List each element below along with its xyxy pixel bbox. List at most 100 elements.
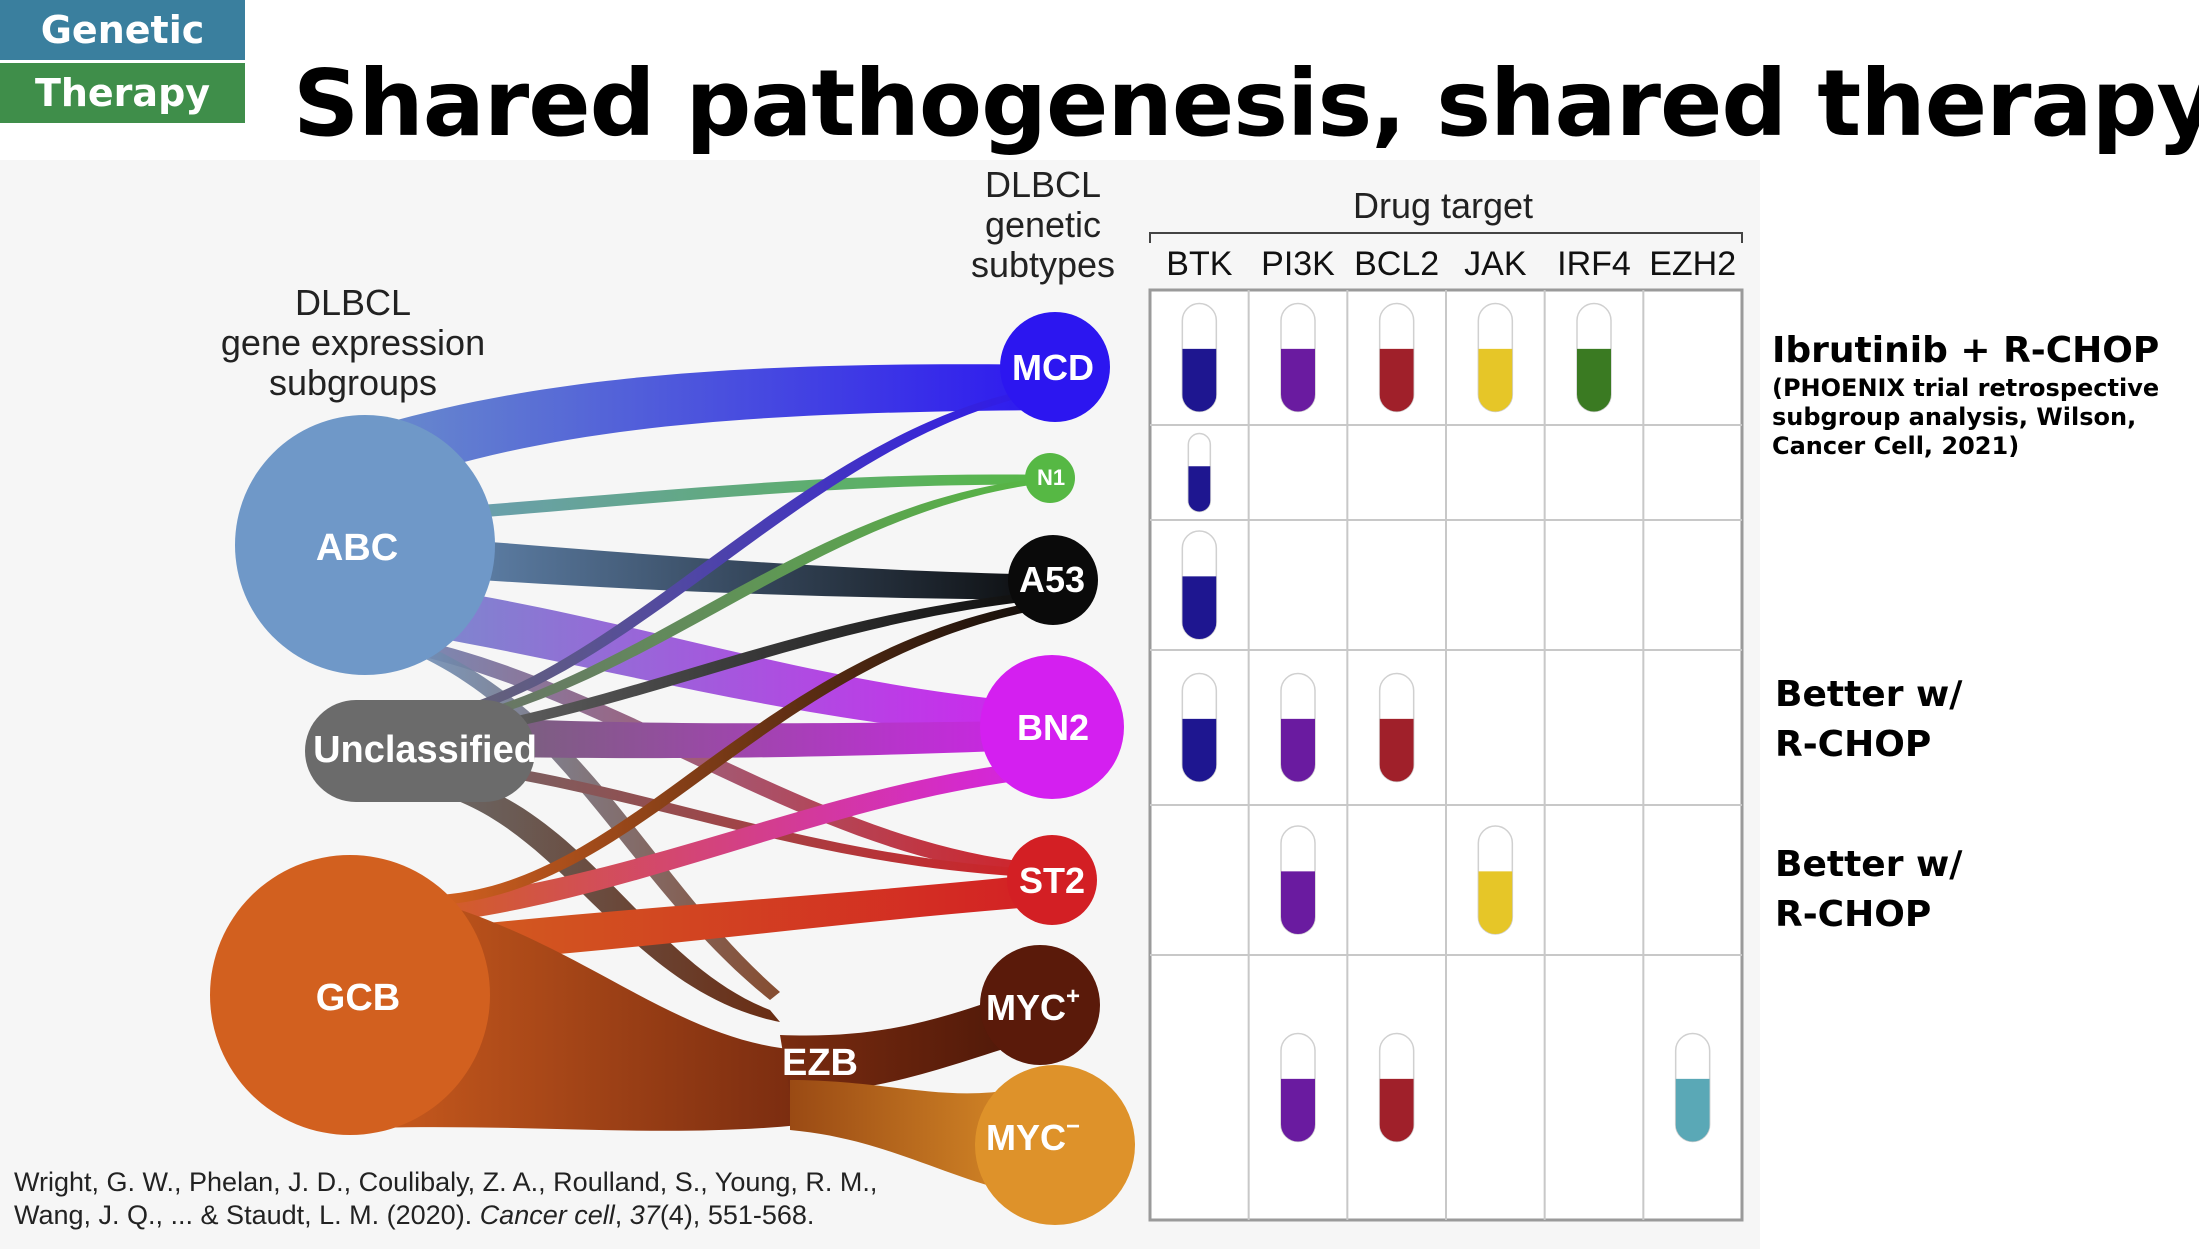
node-gcb — [210, 855, 490, 1135]
citation-authors: Wang, J. Q., ... & Staudt, L. M. (2020). — [14, 1200, 480, 1230]
drug-target-header-jak: JAK — [1464, 245, 1527, 283]
capsule-fill — [1182, 348, 1217, 412]
left-heading-line3: subgroups — [269, 362, 437, 403]
st2-note-line2: R-CHOP — [1775, 894, 1932, 935]
citation-volume: 37 — [629, 1200, 660, 1230]
mcd-detail-line3: Cancer Cell, 2021) — [1772, 432, 2020, 460]
left-heading-line1: DLBCL — [295, 282, 411, 323]
capsule-fill — [1675, 1078, 1710, 1142]
drug-target-header-ezh2: EZH2 — [1649, 245, 1736, 283]
middle-heading-line3: subtypes — [971, 244, 1115, 285]
capsule-fill — [1281, 871, 1315, 934]
capsule-st2-jak — [1477, 825, 1514, 935]
middle-heading: DLBCL genetic subtypes — [971, 164, 1115, 285]
node-unclassified — [305, 700, 535, 802]
label-unclassified: Unclassified — [313, 729, 537, 771]
capsule-highlight — [1385, 314, 1392, 345]
citation-journal: Cancer cell — [479, 1200, 615, 1230]
capsule-fill — [1188, 466, 1211, 512]
label-myc-minus-sup: − — [1066, 1113, 1080, 1140]
mcd-therapy-detail: (PHOENIX trial retrospective subgroup an… — [1772, 374, 2192, 461]
capsule-mcd-jak — [1477, 302, 1514, 413]
capsule-highlight — [1484, 836, 1490, 868]
drug-target-bracket — [1149, 232, 1743, 243]
mcd-therapy-title: Ibrutinib + R-CHOP — [1772, 330, 2160, 371]
capsule-highlight — [1681, 1044, 1688, 1075]
section-tag-genetic: Genetic — [0, 0, 245, 60]
mcd-detail-line1: (PHOENIX trial retrospective — [1772, 374, 2160, 402]
capsule-n1-btk — [1187, 432, 1212, 513]
capsule-highlight — [1192, 441, 1196, 464]
drug-target-headers: BTK PI3K BCL2 JAK IRF4 EZH2 — [1166, 245, 1736, 283]
capsule-highlight — [1188, 541, 1194, 573]
capsule-layer — [1181, 302, 1711, 1143]
label-ezb: EZB — [782, 1042, 858, 1084]
capsule-fill — [1281, 1078, 1315, 1142]
capsule-mcd-pi3k — [1280, 302, 1316, 413]
label-n1: N1 — [1037, 465, 1065, 490]
capsule-highlight — [1385, 684, 1392, 715]
label-abc: ABC — [316, 527, 398, 569]
ribbon-abc-bn2 — [330, 575, 1070, 740]
citation: Wright, G. W., Phelan, J. D., Coulibaly,… — [14, 1166, 914, 1232]
dlbcl-figure: ABC Unclassified GCB EZB MCD N1 A53 BN2 … — [0, 160, 1760, 1249]
node-a53 — [1008, 535, 1098, 625]
left-heading-line2: gene expression — [221, 322, 485, 363]
node-n1 — [1025, 453, 1075, 503]
label-st2: ST2 — [1019, 860, 1085, 901]
node-myc-minus — [975, 1065, 1135, 1225]
bn2-note-line1: Better w/ — [1775, 674, 1963, 715]
capsule-mcd-btk — [1181, 302, 1218, 413]
citation-sep: , — [614, 1200, 630, 1230]
capsule-highlight — [1385, 1044, 1392, 1075]
node-st2 — [1007, 835, 1097, 925]
capsule-fill — [1478, 871, 1513, 934]
citation-line2: Wang, J. Q., ... & Staudt, L. M. (2020).… — [14, 1199, 914, 1232]
label-a53: A53 — [1019, 559, 1085, 600]
node-myc-plus — [980, 945, 1100, 1065]
capsule-mcd-bcl2 — [1378, 302, 1415, 413]
capsule-ezb-pi3k — [1280, 1032, 1316, 1143]
slide-title: Shared pathogenesis, shared therapy — [293, 50, 2199, 157]
citation-tail: (4), 551-568. — [659, 1200, 815, 1230]
label-myc-minus-text: MYC — [986, 1117, 1066, 1158]
ribbon-unclassified-ezb — [420, 770, 780, 1022]
capsule-fill — [1478, 348, 1513, 412]
section-tag-therapy: Therapy — [0, 63, 245, 123]
capsule-fill — [1182, 718, 1217, 782]
ribbon-abc-n1 — [330, 474, 1050, 528]
left-heading: DLBCL gene expression subgroups — [221, 282, 485, 403]
ribbon-abc-mcd — [300, 364, 1060, 520]
bn2-note-line2: R-CHOP — [1775, 724, 1932, 765]
capsule-highlight — [1287, 836, 1293, 868]
mcd-detail-line2: subgroup analysis, Wilson, — [1772, 403, 2137, 431]
ribbon-unclassified-a53 — [410, 590, 1060, 744]
capsule-ezb-bcl2 — [1378, 1032, 1415, 1143]
label-myc-minus: MYC− — [986, 1113, 1080, 1158]
st2-note: Better w/ R-CHOP — [1775, 840, 2075, 940]
capsule-mcd-irf4 — [1576, 302, 1612, 413]
label-mcd: MCD — [1012, 347, 1094, 388]
label-gcb: GCB — [316, 977, 400, 1019]
capsule-bn2-btk — [1181, 672, 1218, 783]
capsule-highlight — [1188, 684, 1194, 715]
capsule-highlight — [1188, 314, 1194, 345]
drug-target-heading: Drug target — [1353, 185, 1533, 226]
capsule-highlight — [1287, 314, 1293, 345]
ribbon-gcb-bn2 — [420, 758, 1075, 925]
bn2-note: Better w/ R-CHOP — [1775, 670, 2075, 770]
label-myc-plus: MYC+ — [986, 983, 1080, 1028]
label-myc-plus-text: MYC — [986, 987, 1066, 1028]
capsule-fill — [1379, 348, 1414, 412]
node-abc — [235, 415, 495, 675]
node-mcd — [1000, 312, 1110, 422]
capsule-highlight — [1287, 1044, 1293, 1075]
capsule-bn2-bcl2 — [1378, 672, 1415, 783]
figure-canvas: ABC Unclassified GCB EZB MCD N1 A53 BN2 … — [0, 160, 1760, 1249]
capsule-a53-btk — [1181, 530, 1218, 640]
capsule-fill — [1281, 348, 1315, 412]
capsule-fill — [1379, 1078, 1414, 1142]
ribbon-abc-a53 — [340, 530, 1060, 600]
drug-target-header-pi3k: PI3K — [1261, 245, 1335, 283]
capsule-fill — [1577, 348, 1611, 412]
